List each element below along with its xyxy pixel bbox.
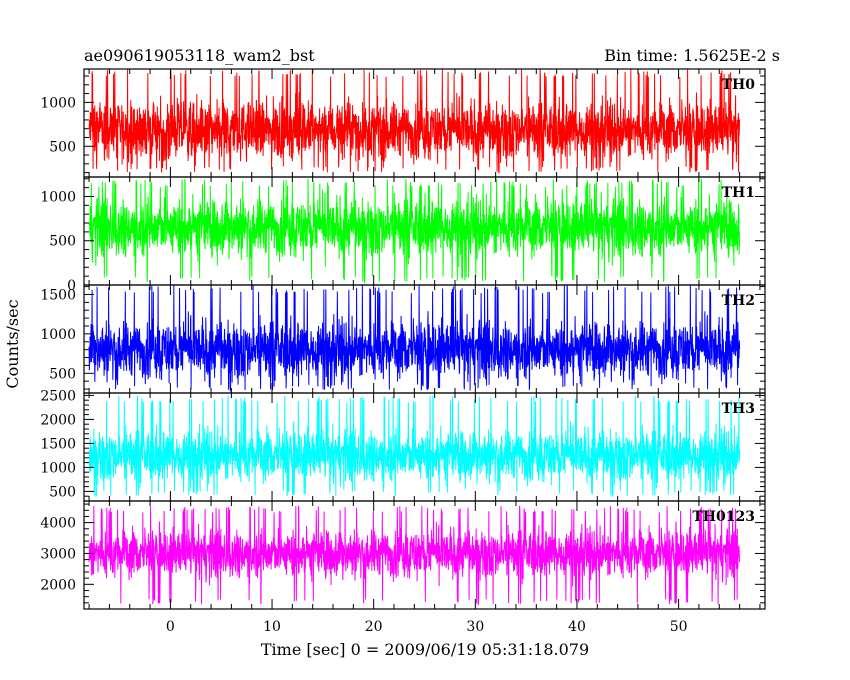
y-tick-label: 1500 xyxy=(40,287,76,303)
x-tick-label: 0 xyxy=(166,619,175,635)
y-tick-label: 500 xyxy=(49,366,76,382)
y-tick-label: 1000 xyxy=(40,460,76,476)
y-tick-label: 1000 xyxy=(40,95,76,111)
y-tick-label: 500 xyxy=(49,139,76,155)
panel-th3: 500 1000 1500 2000 2500 TH3 xyxy=(40,388,766,502)
y-tick-label: 2500 xyxy=(40,388,76,404)
chart-subtitle: Bin time: 1.5625E-2 s xyxy=(604,46,780,65)
y-tick-label: 2000 xyxy=(40,412,76,428)
y-axis-label: Counts/sec xyxy=(3,299,22,388)
series-line-th3 xyxy=(88,395,741,498)
series-line-th0123 xyxy=(88,505,741,606)
y-tick-label: 3000 xyxy=(40,546,76,562)
x-tick-label: 40 xyxy=(568,619,586,635)
y-tick-label: 2000 xyxy=(40,577,76,593)
panel-th0123: 2000 3000 4000 TH0123 0 10 20 30 40 50 xyxy=(40,500,766,635)
y-tick-label: 1000 xyxy=(40,189,76,205)
panel-label: TH2 xyxy=(722,293,755,309)
series-line-th2 xyxy=(88,285,741,393)
panel-label: TH1 xyxy=(722,185,755,201)
y-tick-label: 500 xyxy=(49,234,76,250)
x-tick-label: 50 xyxy=(670,619,688,635)
panel-frame xyxy=(83,500,766,610)
panel-th2: 500 1000 1500 TH2 xyxy=(40,284,766,394)
x-tick-label: 30 xyxy=(466,619,484,635)
x-tick-label: 20 xyxy=(365,619,383,635)
series-line-th1 xyxy=(88,178,741,284)
chart-title: ae090619053118_wam2_bst xyxy=(84,46,315,65)
x-tick-label: 10 xyxy=(263,619,281,635)
y-tick-label: 4000 xyxy=(40,516,76,532)
panel-label: TH0 xyxy=(722,77,756,93)
panel-th0: 500 1000 TH0 xyxy=(40,68,766,178)
panel-label: TH0123 xyxy=(692,509,755,525)
y-tick-label: 500 xyxy=(49,484,76,500)
series-line-th0 xyxy=(88,69,741,175)
panel-th1: 0 500 1000 TH1 xyxy=(40,176,766,294)
y-tick-label: 1000 xyxy=(40,327,76,343)
y-tick-label: 1500 xyxy=(40,436,76,452)
panel-label: TH3 xyxy=(722,401,755,417)
x-axis-label: Time [sec] 0 = 2009/06/19 05:31:18.079 xyxy=(261,640,589,659)
y-tick-label: 0 xyxy=(67,278,76,294)
